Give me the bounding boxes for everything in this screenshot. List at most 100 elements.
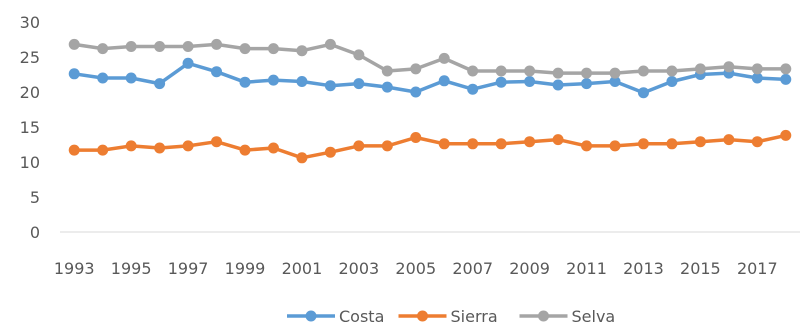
data-point-costa — [467, 83, 479, 95]
legend-marker-costa — [305, 310, 317, 322]
data-point-selva — [751, 63, 763, 75]
x-tick-label: 2003 — [338, 259, 379, 278]
data-point-costa — [751, 72, 763, 84]
data-point-selva — [381, 65, 393, 77]
data-point-costa — [353, 78, 365, 90]
data-point-selva — [552, 67, 564, 79]
data-point-costa — [154, 78, 166, 90]
data-point-costa — [609, 76, 621, 87]
series-line-sierra — [72, 133, 788, 160]
data-point-costa — [581, 78, 593, 90]
data-point-sierra — [324, 146, 336, 158]
data-point-selva — [182, 41, 194, 52]
data-point-selva — [609, 67, 621, 79]
data-point-sierra — [296, 152, 308, 164]
data-point-sierra — [239, 144, 251, 156]
data-point-selva — [524, 65, 536, 77]
data-point-sierra — [637, 138, 649, 150]
data-point-selva — [267, 43, 279, 55]
data-point-sierra — [609, 140, 621, 152]
legend: Costa Sierra Selva — [287, 307, 615, 326]
data-point-sierra — [524, 136, 536, 148]
data-point-costa — [381, 81, 393, 93]
data-point-costa — [296, 76, 308, 87]
data-point-selva — [666, 65, 678, 77]
y-axis-ticks: 0 5 10 15 20 25 30 — [20, 13, 40, 242]
data-point-selva — [239, 43, 251, 55]
legend-marker-selva — [538, 310, 549, 322]
data-point-costa — [182, 57, 194, 69]
data-point-selva — [211, 38, 223, 50]
x-tick-label: 2013 — [623, 259, 664, 278]
y-tick-label: 5 — [30, 188, 40, 207]
x-tick-label: 1995 — [111, 259, 152, 278]
data-point-costa — [125, 72, 137, 84]
data-point-sierra — [780, 129, 792, 141]
data-point-sierra — [381, 140, 393, 152]
legend-label-sierra: Sierra — [451, 307, 498, 326]
data-point-costa — [552, 79, 564, 91]
data-point-selva — [581, 67, 593, 79]
data-point-selva — [438, 52, 450, 64]
data-point-selva — [637, 65, 649, 77]
data-point-selva — [125, 41, 137, 52]
data-point-sierra — [723, 134, 735, 146]
data-point-sierra — [438, 138, 450, 150]
x-tick-label: 1997 — [168, 259, 209, 278]
y-tick-label: 15 — [20, 118, 40, 137]
legend-label-selva: Selva — [572, 307, 616, 326]
x-tick-label: 2009 — [509, 259, 550, 278]
x-tick-label: 2001 — [282, 259, 323, 278]
x-axis-ticks: 1993 1995 1997 1999 2001 2003 2005 2007 2009 2011… — [54, 259, 778, 278]
data-point-selva — [467, 65, 479, 77]
data-point-sierra — [68, 144, 80, 156]
data-point-costa — [666, 76, 678, 87]
legend-label-costa: Costa — [339, 307, 384, 326]
data-point-selva — [723, 61, 735, 73]
data-point-sierra — [211, 136, 223, 148]
data-point-costa — [438, 75, 450, 87]
data-point-selva — [780, 63, 792, 75]
data-point-costa — [211, 66, 223, 78]
data-point-selva — [97, 43, 109, 55]
data-point-sierra — [694, 136, 706, 148]
data-point-costa — [524, 76, 536, 87]
x-tick-label: 2007 — [452, 259, 493, 278]
data-point-selva — [353, 49, 365, 61]
series-group — [68, 38, 792, 164]
data-point-sierra — [467, 138, 479, 150]
data-point-costa — [637, 87, 649, 99]
data-point-selva — [694, 63, 706, 75]
legend-marker-sierra — [417, 310, 428, 322]
data-point-costa — [780, 73, 792, 85]
data-point-costa — [495, 76, 507, 88]
y-tick-label: 0 — [30, 223, 40, 242]
data-point-sierra — [410, 132, 422, 143]
data-point-sierra — [751, 136, 763, 148]
data-point-sierra — [97, 144, 109, 156]
data-point-costa — [97, 72, 109, 84]
x-tick-label: 2017 — [737, 259, 778, 278]
x-tick-label: 2011 — [566, 259, 607, 278]
data-point-selva — [495, 65, 507, 77]
data-point-sierra — [666, 138, 678, 150]
y-tick-label: 30 — [20, 13, 40, 32]
x-tick-label: 2015 — [680, 259, 721, 278]
series-line-costa — [72, 61, 788, 95]
data-point-sierra — [154, 142, 166, 154]
y-tick-label: 20 — [20, 83, 40, 102]
data-point-selva — [296, 45, 308, 57]
data-point-selva — [410, 63, 422, 75]
y-tick-label: 25 — [20, 48, 40, 67]
data-point-sierra — [495, 138, 507, 150]
data-point-costa — [410, 86, 422, 98]
x-tick-label: 1999 — [225, 259, 266, 278]
x-tick-label: 2005 — [395, 259, 436, 278]
data-point-costa — [324, 80, 336, 92]
data-point-sierra — [125, 140, 137, 152]
data-point-sierra — [267, 142, 279, 154]
data-point-sierra — [552, 134, 564, 146]
data-point-costa — [68, 68, 80, 80]
data-point-costa — [239, 76, 251, 88]
